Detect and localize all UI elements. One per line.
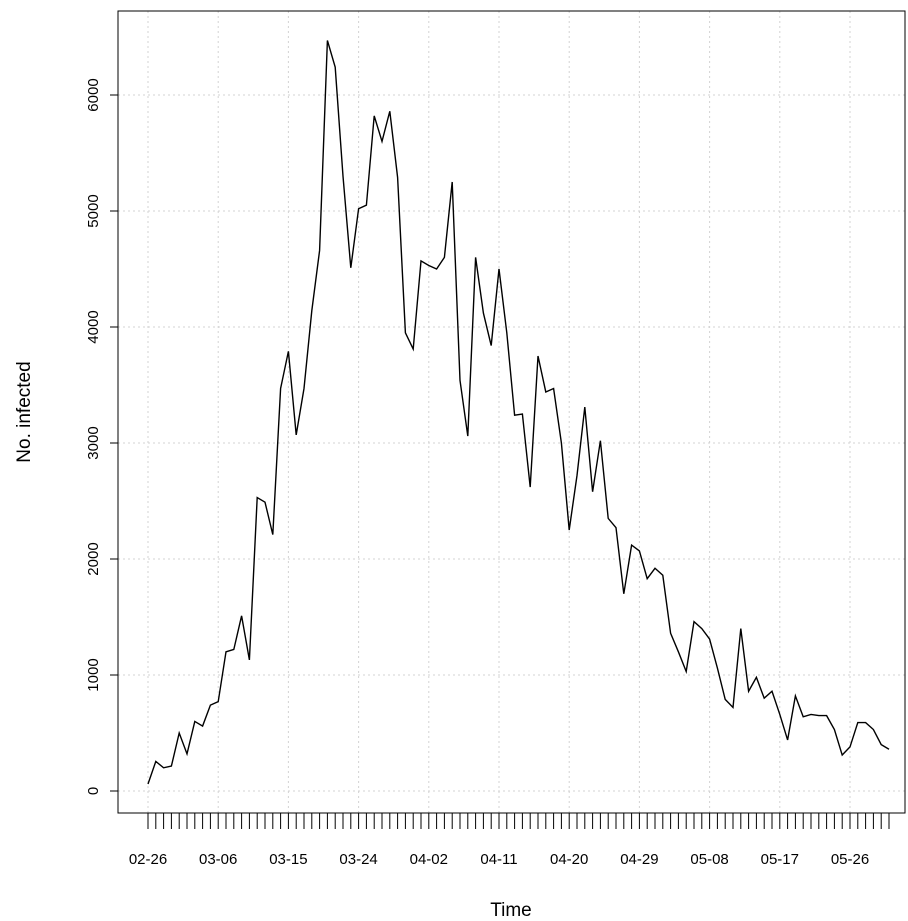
x-tick-label: 03-24	[339, 851, 377, 868]
x-tick-label: 05-17	[761, 851, 799, 868]
y-tick-label: 4000	[85, 310, 102, 343]
x-tick-label: 02-26	[129, 851, 167, 868]
x-axis: 02-26 03-06 03-15 03-24 04-02 04-11 04-20 04-29…	[129, 812, 890, 868]
grid	[118, 11, 905, 813]
x-tick-label: 03-15	[269, 851, 307, 868]
x-tick-label: 04-29	[620, 851, 658, 868]
y-tick-label: 0	[85, 787, 102, 795]
y-tick-label: 2000	[85, 542, 102, 575]
x-tick-label: 04-11	[480, 851, 517, 868]
y-axis-title: No. infected	[14, 361, 35, 462]
plot-frame	[117, 10, 906, 814]
data-points	[147, 39, 890, 785]
x-tick-label: 05-26	[831, 851, 869, 868]
x-axis-title: Time	[490, 900, 532, 921]
y-tick-label: 6000	[85, 78, 102, 111]
y-tick-label: 5000	[85, 194, 102, 227]
x-tick-label: 04-02	[410, 851, 448, 868]
y-tick-label: 3000	[85, 426, 102, 459]
series-line	[147, 40, 890, 785]
x-tick-label: 04-20	[550, 851, 588, 868]
y-tick-label: 1000	[85, 658, 102, 691]
y-axis: 0 1000 2000 3000 4000 5000 6000	[85, 78, 119, 795]
x-tick-label: 03-06	[199, 851, 237, 868]
x-tick-label: 05-08	[690, 851, 728, 868]
